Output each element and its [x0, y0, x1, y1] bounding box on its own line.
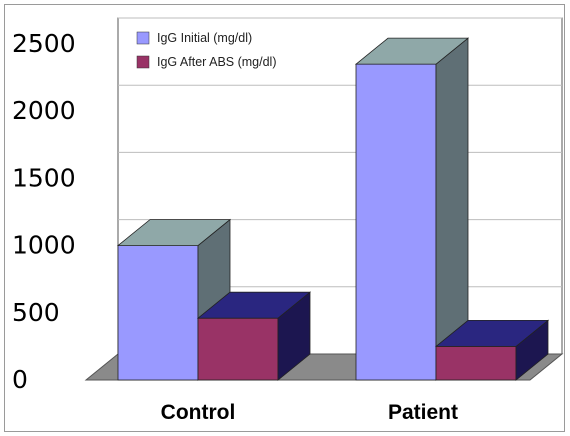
bar-top	[116, 219, 232, 247]
legend-swatch	[136, 31, 150, 45]
legend: IgG Initial (mg/dl) IgG After ABS (mg/dl)	[136, 31, 277, 69]
bar-control-after	[196, 291, 312, 381]
bar-top	[196, 291, 312, 319]
bar-front	[117, 245, 199, 381]
x-axis-categories: Control Patient	[161, 401, 458, 424]
bar-top	[434, 319, 550, 347]
bar-patient-after	[434, 319, 550, 381]
y-tick-label: 1000	[12, 231, 76, 260]
y-tick-label: 2500	[12, 29, 76, 58]
y-tick-label: 1500	[12, 163, 76, 192]
bar-front	[435, 345, 517, 381]
y-tick-label: 500	[12, 298, 60, 327]
legend-label: IgG Initial (mg/dl)	[157, 31, 252, 45]
legend-swatch	[136, 55, 150, 69]
bar-front	[355, 63, 437, 381]
bar-top	[354, 37, 470, 65]
y-tick-label: 0	[12, 365, 28, 394]
legend-label: IgG After ABS (mg/dl)	[157, 55, 277, 69]
x-category-label: Control	[161, 401, 236, 424]
y-tick-label: 2000	[12, 96, 76, 125]
bar-front	[197, 317, 279, 381]
bar-patient-initial	[354, 37, 470, 381]
y-axis-ticks: 0 500 1000 1500 2000 2500	[12, 29, 76, 394]
bars	[116, 37, 550, 381]
x-category-label: Patient	[388, 401, 458, 424]
